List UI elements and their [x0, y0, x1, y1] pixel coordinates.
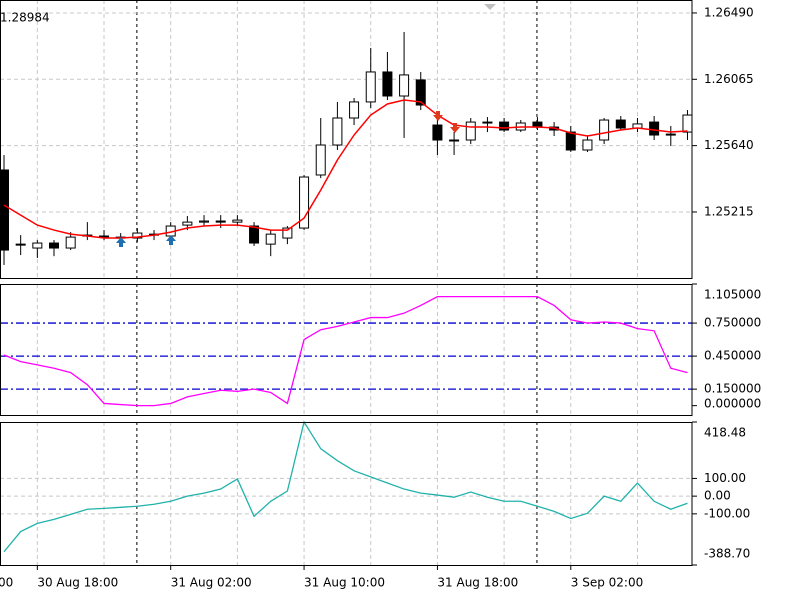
candle-body [332, 117, 343, 146]
sell-arrow [450, 123, 460, 133]
x-tick-label: 31 Aug 18:00 [437, 576, 518, 590]
candle-body [265, 233, 276, 245]
candle-body [215, 220, 226, 223]
y-tick-label: 1.25640 [704, 138, 754, 152]
x-tick-label: 30 Aug 18:00 [37, 576, 118, 590]
candle-body [232, 219, 243, 223]
candle-body [349, 101, 360, 119]
candle-body [99, 235, 110, 238]
y-tick-label: 1.26490 [704, 5, 754, 19]
moving-average [3, 99, 688, 239]
x-tick-label: 31 Aug 02:00 [171, 576, 252, 590]
panel-frame [0, 284, 693, 416]
candle-body [682, 114, 693, 133]
y-tick-label: 1.25215 [704, 204, 754, 218]
x-tick-label-cut: 00 [0, 576, 13, 590]
candle-body [615, 119, 626, 129]
y-tick-label: 418.48 [704, 426, 746, 440]
buy-arrow [166, 235, 176, 245]
candle-body [649, 121, 660, 136]
candle-body [582, 139, 593, 151]
candle-body [49, 242, 60, 249]
y-tick-label: 0.750000 [704, 316, 761, 330]
candle-body [15, 243, 26, 246]
panel-frame [0, 422, 693, 566]
y-tick-label: 1.26065 [704, 72, 754, 86]
candle-body [32, 242, 43, 249]
candle-body [382, 71, 393, 97]
signal-arrows [116, 111, 460, 247]
buy-arrow [116, 237, 126, 247]
candle-body [482, 121, 493, 124]
candle-body [415, 79, 426, 106]
y-tick-label: -388.70 [704, 547, 750, 561]
candle-body [365, 71, 376, 103]
y-tick-label: 0.450000 [704, 349, 761, 363]
panel-frame [0, 0, 693, 279]
x-tick-label: 3 Sep 02:00 [571, 576, 643, 590]
header-value: 1.28984 [0, 11, 50, 25]
y-tick-label: 0.00 [704, 489, 731, 503]
candle-body [132, 232, 143, 239]
candle-body [465, 121, 476, 141]
candle-body [65, 236, 76, 249]
candle-body [499, 121, 510, 131]
y-tick-label: -100.00 [704, 506, 750, 520]
candle-body [449, 139, 460, 142]
y-tick-label: 0.150000 [704, 382, 761, 396]
candle-body [282, 227, 293, 239]
candle-body [599, 119, 610, 141]
candle-body [199, 220, 210, 223]
candle-body [399, 74, 410, 97]
sell-arrow [433, 111, 443, 121]
candle-body [665, 133, 676, 136]
indicator-line [3, 296, 688, 407]
indicator-line [3, 420, 688, 553]
y-tick-label: 1.105000 [704, 288, 761, 302]
candle-body [249, 225, 260, 244]
candle-body [182, 221, 193, 226]
y-tick-label: 100.00 [704, 471, 746, 485]
candle-body [0, 169, 9, 251]
candle-body [432, 124, 443, 141]
candle-body [315, 144, 326, 176]
y-tick-label: 0.000000 [704, 397, 761, 411]
candle-body [565, 131, 576, 151]
candle-body [299, 176, 310, 229]
scroll-marker [484, 4, 496, 10]
x-tick-label: 31 Aug 10:00 [304, 576, 385, 590]
